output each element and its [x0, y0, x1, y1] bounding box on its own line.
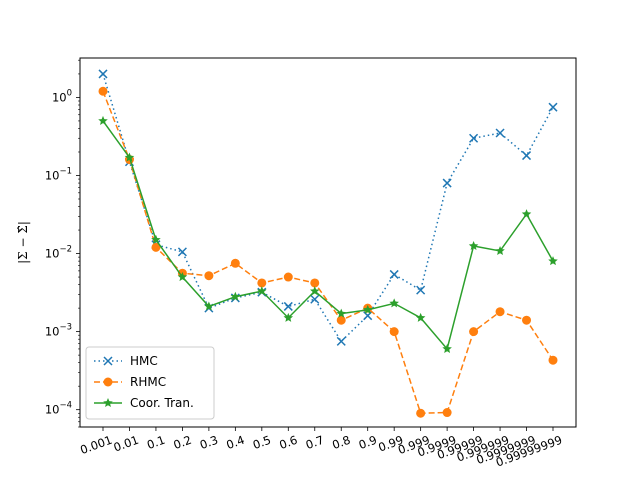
x-tick-label-7: 0.6 — [277, 433, 299, 452]
data-point-0-12 — [416, 285, 426, 295]
data-point-0-14 — [469, 133, 479, 143]
data-point-2-15 — [495, 245, 505, 255]
x-tick-label-9: 0.8 — [330, 433, 352, 452]
y-tick-label-2: 10−2 — [45, 245, 72, 261]
data-point-2-0 — [98, 115, 108, 125]
data-point-0-3 — [177, 247, 187, 257]
data-point-0-8 — [310, 294, 320, 304]
legend: HMC RHMC Coor. Tran. — [85, 346, 215, 420]
data-point-1-7 — [283, 272, 293, 282]
data-point-1-4 — [204, 271, 214, 281]
legend-box — [85, 346, 215, 420]
x-tick-label-1: 0.01 — [112, 433, 141, 455]
data-point-0-16 — [521, 151, 532, 161]
data-point-0-15 — [495, 128, 505, 138]
data-point-1-0 — [98, 86, 108, 96]
data-point-2-7 — [283, 312, 294, 322]
legend-label-1: RHMC — [130, 375, 166, 389]
series-line-0 — [102, 73, 554, 343]
data-point-1-15 — [495, 307, 505, 317]
axes-frame — [79, 57, 577, 428]
data-point-1-12 — [416, 408, 426, 418]
y-tick-label-1: 10−3 — [45, 323, 72, 339]
data-point-2-16 — [521, 209, 532, 219]
legend-entry-0: HMC — [94, 354, 158, 368]
series-0 — [98, 69, 558, 346]
legend-marker-2 — [103, 398, 113, 408]
data-point-2-13 — [442, 343, 452, 353]
x-tick-label-5: 0.4 — [224, 433, 246, 452]
x-tick-label-10: 0.9 — [357, 433, 379, 452]
data-point-1-9 — [336, 315, 346, 325]
data-point-0-0 — [98, 69, 108, 79]
y-axis-label: |Σ − Σ̂| — [16, 221, 30, 264]
series-line-2 — [102, 120, 554, 351]
plot-area — [98, 69, 558, 418]
data-point-1-14 — [469, 327, 479, 337]
legend-label-0: HMC — [130, 354, 158, 368]
data-point-1-13 — [442, 408, 452, 418]
x-tick-label-4: 0.3 — [198, 433, 220, 452]
data-point-2-4 — [204, 301, 214, 311]
legend-entry-2: Coor. Tran. — [94, 396, 194, 410]
data-point-1-17 — [548, 355, 558, 365]
data-point-2-10 — [362, 304, 373, 314]
x-tick-label-2: 0.1 — [145, 433, 167, 452]
data-point-2-12 — [415, 312, 426, 322]
legend-marker-1 — [103, 377, 113, 387]
data-point-0-11 — [389, 269, 399, 279]
data-point-2-6 — [257, 286, 267, 296]
data-point-2-5 — [230, 291, 241, 301]
x-tick-label-6: 0.5 — [251, 433, 273, 452]
data-point-1-8 — [310, 278, 320, 288]
data-point-2-1 — [124, 152, 135, 162]
data-point-2-2 — [151, 234, 161, 244]
data-point-0-9 — [336, 336, 346, 346]
data-point-1-2 — [151, 242, 161, 252]
data-point-2-14 — [468, 240, 479, 251]
legend-marker-0 — [103, 356, 113, 366]
data-point-1-11 — [389, 327, 399, 337]
y-axis-label-text: |Σ − Σ̂| — [16, 221, 30, 264]
data-point-1-5 — [230, 258, 240, 268]
x-tick-label-3: 0.2 — [171, 433, 193, 452]
data-point-1-6 — [257, 278, 267, 288]
data-point-2-11 — [389, 298, 399, 308]
data-point-2-9 — [336, 308, 346, 318]
data-point-0-13 — [442, 178, 452, 188]
data-point-2-17 — [548, 256, 558, 266]
data-point-1-16 — [522, 315, 532, 325]
series-line-1 — [102, 90, 554, 415]
data-point-0-17 — [548, 102, 558, 112]
data-point-2-3 — [177, 272, 188, 282]
series-2 — [98, 115, 558, 353]
data-point-0-7 — [283, 301, 293, 311]
legend-label-2: Coor. Tran. — [130, 396, 194, 410]
x-tick-label-0: 0.001 — [78, 433, 114, 457]
data-point-2-8 — [310, 286, 320, 296]
x-tick-label-8: 0.7 — [304, 433, 326, 452]
y-tick-label-4: 100 — [52, 88, 72, 104]
data-point-0-10 — [363, 311, 373, 321]
legend-entry-1: RHMC — [94, 375, 166, 389]
y-tick-label-3: 10−1 — [45, 166, 72, 182]
y-tick-label-0: 10−4 — [45, 401, 72, 417]
